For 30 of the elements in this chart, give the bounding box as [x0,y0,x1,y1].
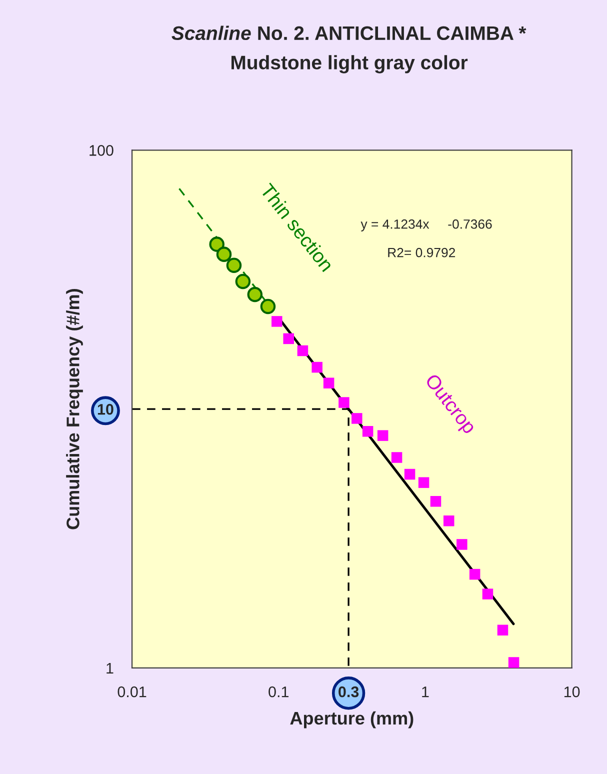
y-tick-label: 10 [98,404,114,415]
y-tick-label: 100 [90,145,114,156]
x-tick-label: 0.1 [268,686,288,698]
point [482,588,494,600]
point [404,468,416,480]
chart-title: Scanline No. 2. ANTICLINAL CAIMBA * Mudstone light gray color [172,26,526,74]
x-tick-label: 1 [422,686,429,698]
point [469,568,480,580]
point [497,624,508,636]
x-tick-label: 0.3 [338,686,359,698]
x-tick-label: 10 [564,686,580,698]
x-axis-title: Aperture (mm) [290,711,414,728]
x-tick-label: 0.01 [118,686,146,698]
point [377,430,388,441]
point [430,496,442,507]
point [352,413,362,424]
point [271,316,282,327]
point [456,539,468,550]
annotation: R2= 0.9792 [388,248,456,258]
point [508,657,520,668]
y-axis-title: Cumulative Frequency (#/m) [66,289,83,530]
point [391,452,402,463]
point [297,345,308,356]
y-tick-label: 1 [106,662,114,674]
point [323,378,334,388]
point [443,515,454,526]
point [338,397,350,408]
annotation: y = 4.1234x -0.7366 [360,219,492,232]
point [312,362,322,373]
point [418,477,430,488]
